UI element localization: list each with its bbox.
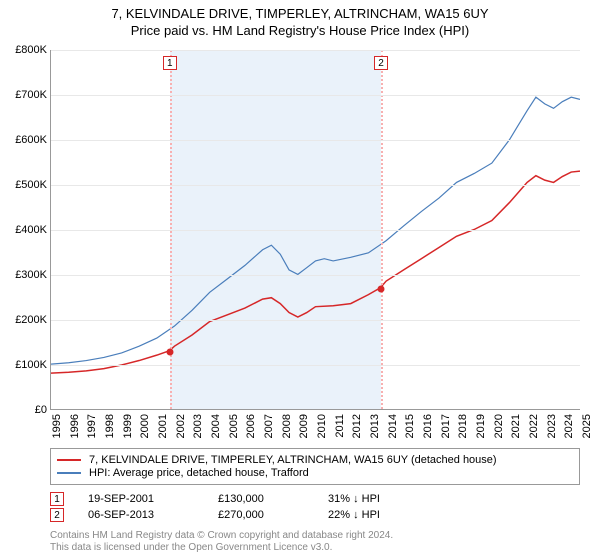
event-marker: 2 [50,508,64,522]
legend-row: 7, KELVINDALE DRIVE, TIMPERLEY, ALTRINCH… [57,454,573,466]
x-axis-label: 2018 [457,414,460,438]
x-axis-label: 2003 [192,414,195,438]
y-axis-label: £400K [3,224,47,236]
y-axis-label: £100K [3,359,47,371]
event-row: 2 06-SEP-2013£270,00022% ↓ HPI [50,508,580,522]
x-axis-label: 2010 [316,414,319,438]
x-axis-label: 1997 [86,414,89,438]
event-date: 06-SEP-2013 [88,509,218,521]
grid-line [51,140,580,141]
marker-box: 1 [163,56,177,70]
legend-swatch [57,459,81,461]
y-axis-label: £0 [3,404,47,416]
x-axis-label: 1995 [51,414,54,438]
legend-swatch [57,472,81,474]
x-axis-label: 2000 [139,414,142,438]
x-axis-label: 2015 [404,414,407,438]
event-price: £270,000 [218,509,328,521]
x-axis-label: 1996 [69,414,72,438]
marker-point [378,285,385,292]
y-axis-label: £600K [3,134,47,146]
x-axis-label: 2004 [210,414,213,438]
legend-label: 7, KELVINDALE DRIVE, TIMPERLEY, ALTRINCH… [89,454,497,466]
series-line [51,171,580,373]
x-axis-label: 2009 [298,414,301,438]
x-axis-label: 2023 [546,414,549,438]
x-axis-label: 2007 [263,414,266,438]
marker-point [166,348,173,355]
grid-line [51,230,580,231]
footer-line-2: This data is licensed under the Open Gov… [50,542,580,554]
title-line-2: Price paid vs. HM Land Registry's House … [0,23,600,40]
y-axis-label: £800K [3,44,47,56]
x-axis-label: 2024 [563,414,566,438]
grid-line [51,320,580,321]
legend-row: HPI: Average price, detached house, Traf… [57,467,573,479]
event-price: £130,000 [218,493,328,505]
legend-label: HPI: Average price, detached house, Traf… [89,467,309,479]
events-block: 1 19-SEP-2001£130,00031% ↓ HPI 2 06-SEP-201… [50,490,580,524]
event-delta: 22% ↓ HPI [328,509,380,521]
y-axis-label: £500K [3,179,47,191]
event-date: 19-SEP-2001 [88,493,218,505]
y-axis-label: £300K [3,269,47,281]
grid-line [51,185,580,186]
grid-line [51,275,580,276]
x-axis-label: 2005 [228,414,231,438]
x-axis-label: 2025 [581,414,584,438]
x-axis-label: 2012 [351,414,354,438]
legend-box: 7, KELVINDALE DRIVE, TIMPERLEY, ALTRINCH… [50,448,580,485]
x-axis-label: 1998 [104,414,107,438]
marker-box: 2 [374,56,388,70]
x-axis-label: 2001 [157,414,160,438]
x-axis-label: 2002 [175,414,178,438]
x-axis-label: 2014 [387,414,390,438]
x-axis-label: 2019 [475,414,478,438]
event-marker: 1 [50,492,64,506]
title-block: 7, KELVINDALE DRIVE, TIMPERLEY, ALTRINCH… [0,0,600,40]
x-axis-label: 2020 [493,414,496,438]
grid-line [51,365,580,366]
grid-line [51,50,580,51]
grid-line [51,95,580,96]
x-axis-label: 2008 [281,414,284,438]
event-row: 1 19-SEP-2001£130,00031% ↓ HPI [50,492,580,506]
chart-container: 7, KELVINDALE DRIVE, TIMPERLEY, ALTRINCH… [0,0,600,560]
x-axis-label: 2022 [528,414,531,438]
x-axis-label: 2021 [510,414,513,438]
y-axis-label: £200K [3,314,47,326]
event-delta: 31% ↓ HPI [328,493,380,505]
plot-inner: £0£100K£200K£300K£400K£500K£600K£700K£80… [50,50,580,410]
x-axis-label: 2017 [440,414,443,438]
x-axis-label: 2013 [369,414,372,438]
footer: Contains HM Land Registry data © Crown c… [50,530,580,554]
x-axis-label: 2016 [422,414,425,438]
chart-area: £0£100K£200K£300K£400K£500K£600K£700K£80… [50,50,580,410]
x-axis-label: 2011 [334,414,337,438]
x-axis-label: 1999 [122,414,125,438]
title-line-1: 7, KELVINDALE DRIVE, TIMPERLEY, ALTRINCH… [0,6,600,23]
footer-line-1: Contains HM Land Registry data © Crown c… [50,530,580,542]
x-axis-label: 2006 [245,414,248,438]
y-axis-label: £700K [3,89,47,101]
